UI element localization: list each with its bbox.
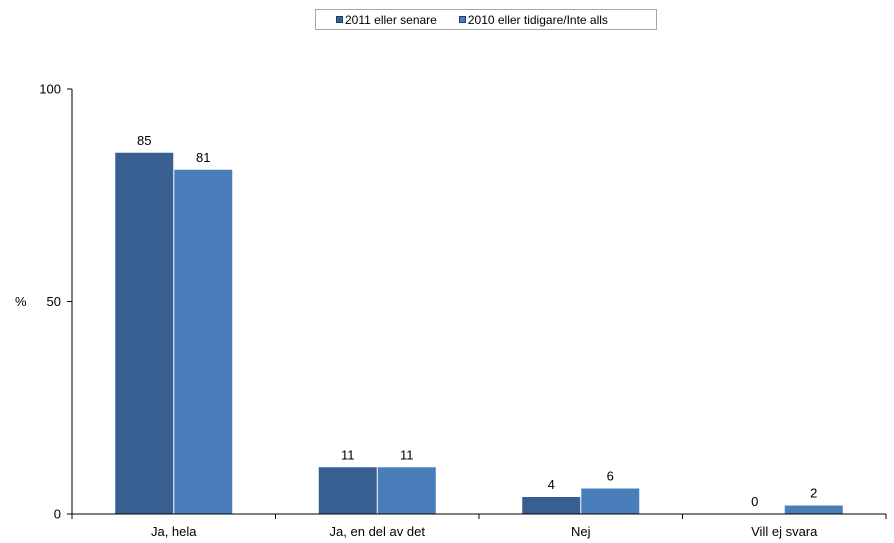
legend-label-series-1: 2011 eller senare	[345, 12, 437, 27]
x-category-label: Vill ej svara	[751, 524, 818, 539]
axes-layer	[67, 88, 887, 519]
data-label: 11	[400, 447, 414, 462]
data-label: 0	[751, 494, 758, 509]
x-category-label: Ja, en del av det	[330, 524, 426, 539]
legend-swatch-series-2	[458, 16, 466, 23]
bar-series-2	[581, 488, 640, 514]
x-category-label: Ja, hela	[151, 524, 197, 539]
bars-layer	[115, 152, 843, 514]
y-tick-label: 100	[39, 82, 61, 97]
bar-series-2	[377, 467, 436, 514]
legend-swatch-series-1	[336, 16, 343, 23]
data-label: 4	[548, 477, 555, 492]
data-label: 81	[196, 150, 210, 165]
data-label: 6	[607, 469, 614, 484]
x-category-label: Nej	[571, 524, 591, 539]
bar-series-1	[522, 497, 581, 514]
legend-item-series-2: 2010 eller tidigare/Inte alls	[458, 12, 608, 27]
bar-series-2	[784, 505, 843, 514]
data-label: 11	[341, 447, 355, 462]
y-tick-label: 0	[54, 507, 61, 522]
chart-legend: 2011 eller senare 2010 eller tidigare/In…	[315, 9, 657, 30]
bar-series-1	[115, 152, 174, 514]
legend-label-series-2: 2010 eller tidigare/Inte alls	[467, 12, 608, 27]
bar-series-2	[174, 169, 233, 514]
data-label: 2	[810, 486, 817, 501]
legend-item-series-1: 2011 eller senare	[336, 14, 437, 26]
labels-layer: 0 50 100 85 81 Ja, hela 11 11 Ja, en del av det 4…	[39, 82, 818, 540]
y-tick-label: 50	[47, 294, 61, 309]
y-axis-title: %	[15, 294, 27, 309]
bar-series-1	[318, 467, 377, 514]
data-label: 85	[137, 133, 151, 148]
